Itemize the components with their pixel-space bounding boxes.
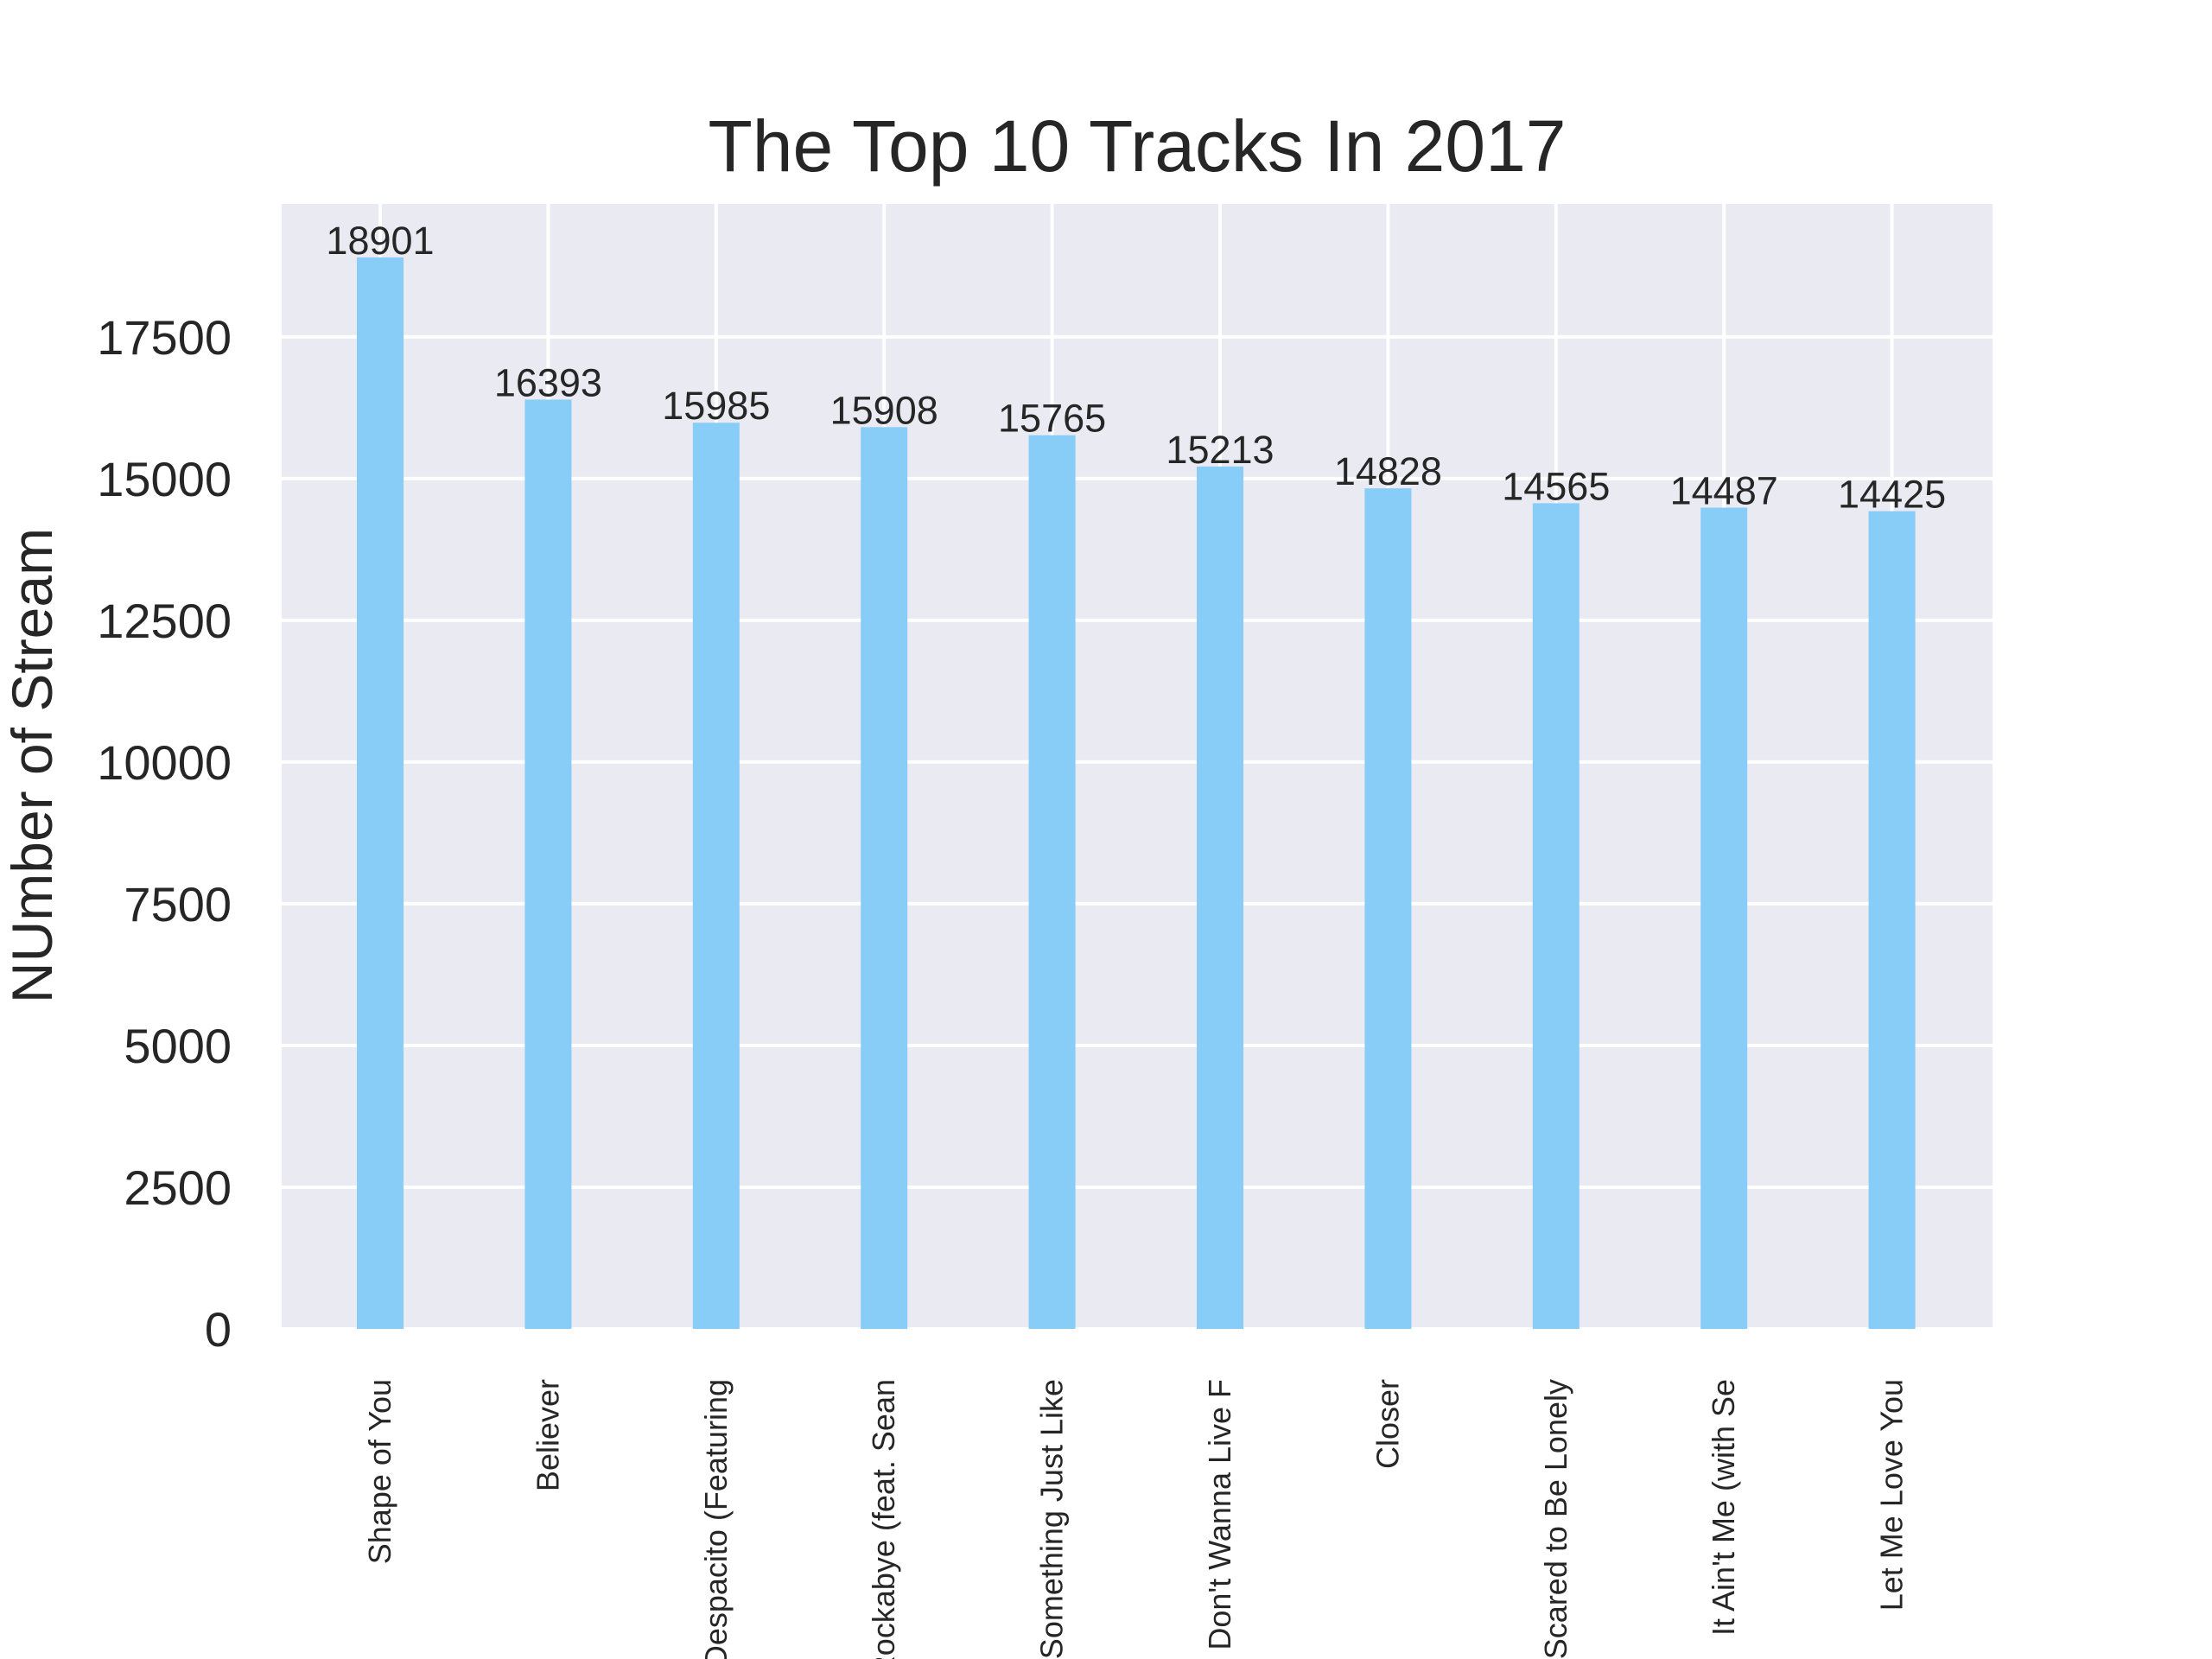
y-tick-label: 12500	[97, 594, 232, 648]
x-tick-label: Rockabye (feat. Sean	[866, 1379, 901, 1659]
x-tick-label: Shape of You	[362, 1379, 397, 1564]
bar	[357, 257, 404, 1330]
bar	[1364, 488, 1412, 1329]
x-tick-label: It Ain't Me (with Se	[1706, 1379, 1741, 1636]
data-label: 14565	[1502, 464, 1610, 508]
data-label: 14425	[1838, 473, 1946, 517]
bar	[1700, 507, 1748, 1329]
bar	[1532, 503, 1580, 1329]
bar	[1197, 466, 1243, 1329]
chart-title: The Top 10 Tracks In 2017	[708, 105, 1566, 187]
data-labels: 18901 16393 15985 15908 15765 15213 14828 14565…	[326, 219, 1946, 517]
y-tick-labels: 0 2500 5000 7500 10000 12500 15000 17500	[97, 310, 232, 1357]
data-label: 16393	[494, 360, 602, 404]
y-axis-label: NUmber of Stream	[0, 528, 64, 1003]
y-tick-label: 10000	[97, 735, 232, 790]
x-tick-label: Despacito (Featuring	[698, 1379, 734, 1659]
bar-group	[357, 257, 1916, 1330]
bar	[1028, 435, 1076, 1330]
data-label: 15985	[662, 384, 770, 428]
x-tick-label: Closer	[1370, 1379, 1405, 1469]
bar	[861, 427, 908, 1329]
y-tick-label: 0	[205, 1302, 232, 1357]
y-tick-label: 5000	[124, 1019, 232, 1073]
x-tick-labels: Shape of You Believer Despacito (Featuring…	[362, 1379, 1910, 1659]
data-label: 18901	[326, 219, 434, 263]
y-tick-label: 2500	[124, 1160, 232, 1215]
x-tick-label: I Don't Wanna Live F	[1202, 1379, 1237, 1659]
y-tick-label: 7500	[124, 877, 232, 931]
data-label: 15213	[1166, 428, 1274, 472]
bar	[692, 423, 740, 1330]
x-tick-label: Believer	[530, 1379, 565, 1491]
data-label: 15765	[998, 397, 1106, 441]
bar	[524, 399, 572, 1329]
x-tick-label: Scared to Be Lonely	[1538, 1379, 1573, 1659]
bar	[1868, 511, 1916, 1329]
x-tick-label: Let Me Love You	[1874, 1379, 1910, 1611]
data-label: 15908	[830, 388, 938, 432]
data-label: 14487	[1670, 469, 1778, 513]
y-tick-label: 17500	[97, 310, 232, 365]
y-tick-label: 15000	[97, 452, 232, 506]
data-label: 14828	[1334, 449, 1442, 493]
x-tick-label: Something Just Like	[1034, 1379, 1070, 1659]
